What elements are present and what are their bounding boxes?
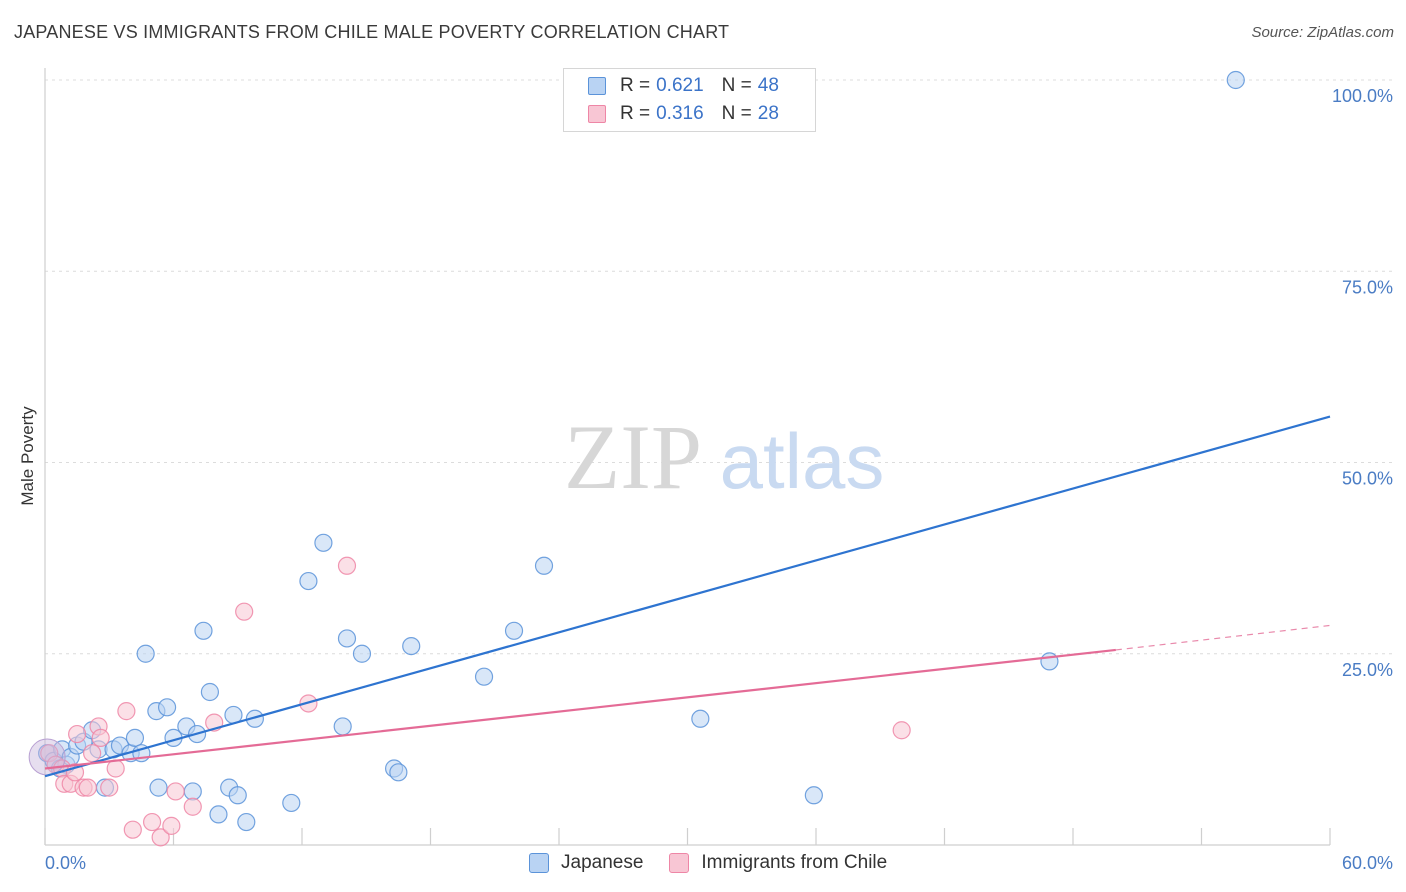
legend-item-chile[interactable]: Immigrants from Chile xyxy=(669,852,887,874)
chile-point xyxy=(235,602,254,621)
japanese-point xyxy=(125,728,145,748)
japanese-point xyxy=(402,636,421,656)
cluster-point xyxy=(28,738,66,776)
chile-point xyxy=(337,556,357,575)
chile-trend-extension xyxy=(1115,624,1331,651)
n-label: N = xyxy=(721,75,752,96)
y-tick-label: 100.0% xyxy=(1332,86,1393,106)
japanese-point xyxy=(183,782,202,801)
r-value: 0.621 xyxy=(656,75,704,96)
chile-point xyxy=(100,778,119,797)
chile-swatch xyxy=(669,853,690,873)
correlation-legend: R = 0.621 N = 48 R = 0.316 N = 28 xyxy=(563,68,816,132)
chile-point xyxy=(183,797,202,816)
legend-label-japanese: Japanese xyxy=(561,852,644,873)
n-value: 28 xyxy=(757,103,779,124)
trend-layer xyxy=(44,415,1331,778)
japanese-point xyxy=(237,812,256,832)
legend-row-chile: R = 0.316 N = 28 xyxy=(588,103,779,125)
source-label: Source: ZipAtlas.com xyxy=(1251,24,1394,41)
chile-trend-line xyxy=(44,648,1116,770)
japanese-point xyxy=(691,709,710,728)
chile-point xyxy=(166,782,185,801)
n-label: N = xyxy=(721,103,752,124)
watermark-atlas: atlas xyxy=(720,417,885,505)
chart-title: JAPANESE VS IMMIGRANTS FROM CHILE MALE P… xyxy=(14,22,730,42)
legend-row-japanese: R = 0.621 N = 48 xyxy=(588,75,779,97)
japanese-point xyxy=(504,621,524,640)
y-tick-label: 75.0% xyxy=(1342,277,1393,297)
japanese-point xyxy=(352,644,372,663)
japanese-swatch xyxy=(588,77,606,95)
chile-point xyxy=(151,828,170,847)
japanese-point xyxy=(534,556,554,575)
japanese-point xyxy=(157,698,177,717)
grid-layer xyxy=(45,79,1395,655)
japanese-point xyxy=(194,621,213,640)
legend-item-japanese[interactable]: Japanese xyxy=(529,852,643,874)
tick-labels-layer: 25.0% 50.0% 75.0% 100.0% 0.0% 60.0% xyxy=(45,86,1393,873)
chile-point xyxy=(123,820,142,839)
points-layer xyxy=(28,70,1245,847)
chile-point xyxy=(83,744,102,763)
japanese-point xyxy=(228,786,247,805)
axis-layer xyxy=(44,68,1331,846)
legend-label-chile: Immigrants from Chile xyxy=(701,852,888,873)
japanese-point xyxy=(282,793,301,813)
chile-point xyxy=(91,728,110,748)
japanese-point xyxy=(804,786,823,805)
japanese-point xyxy=(209,805,228,824)
japanese-point xyxy=(1040,652,1059,671)
n-value: 48 xyxy=(757,75,779,96)
japanese-point xyxy=(1226,70,1245,90)
japanese-point xyxy=(299,571,318,591)
chile-point xyxy=(68,724,87,744)
x-tick-label-min: 0.0% xyxy=(45,853,86,873)
chile-point xyxy=(142,812,162,832)
watermark-zip: ZIP xyxy=(564,406,702,508)
series-legend: Japanese Immigrants from Chile xyxy=(529,852,913,874)
chile-point xyxy=(892,721,911,740)
japanese-point xyxy=(333,717,352,736)
y-tick-label: 50.0% xyxy=(1342,469,1393,489)
japanese-point xyxy=(314,533,333,552)
chile-point xyxy=(78,778,97,797)
chile-point xyxy=(117,702,136,721)
x-tick-label-max: 60.0% xyxy=(1342,853,1393,873)
japanese-point xyxy=(337,629,357,648)
r-value: 0.316 xyxy=(656,103,704,124)
japanese-point xyxy=(200,682,220,702)
japanese-point xyxy=(389,763,408,782)
chile-point xyxy=(106,759,125,778)
japanese-swatch xyxy=(529,853,549,873)
chile-swatch xyxy=(588,105,606,123)
y-tick-label: 25.0% xyxy=(1342,660,1393,680)
japanese-point xyxy=(149,778,168,797)
japanese-point xyxy=(136,644,155,663)
japanese-trend-line xyxy=(44,415,1331,778)
chile-point xyxy=(162,816,181,835)
watermark: ZIP atlas xyxy=(564,406,884,508)
r-label: R = xyxy=(620,103,651,124)
japanese-point xyxy=(474,667,494,686)
r-label: R = xyxy=(620,75,651,96)
